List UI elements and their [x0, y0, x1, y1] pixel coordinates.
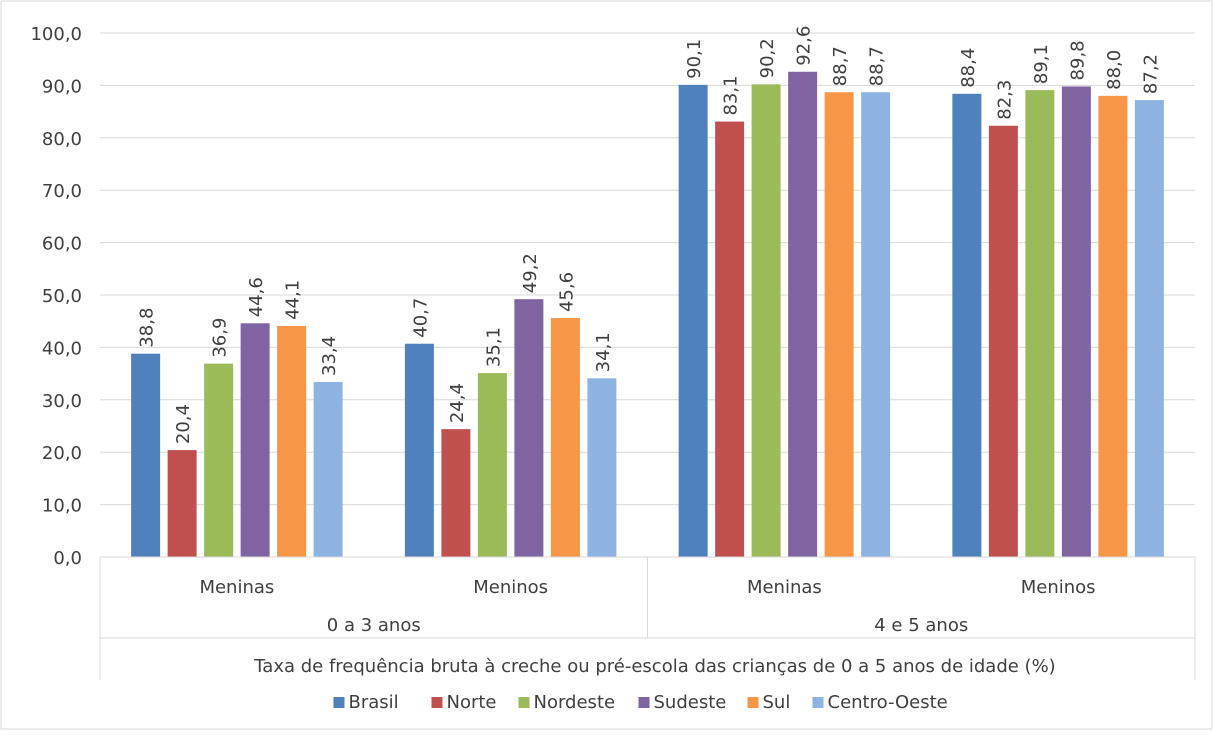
legend-swatch [518, 697, 530, 708]
bar [514, 299, 544, 557]
bar [678, 84, 708, 557]
y-tick-label: 20,0 [42, 443, 82, 464]
bar [441, 429, 471, 557]
legend-swatch [431, 697, 443, 708]
bar [715, 121, 745, 557]
y-tick-label: 30,0 [42, 391, 82, 412]
legend-label: Brasil [349, 692, 399, 713]
bar [952, 93, 982, 557]
bar [404, 343, 434, 557]
data-label: 89,1 [1031, 44, 1052, 84]
y-tick-label: 60,0 [42, 234, 82, 255]
x-tick-label: Meninas [747, 577, 822, 598]
legend-label: Norte [447, 692, 497, 713]
data-label: 34,1 [593, 332, 614, 372]
legend-swatch [333, 697, 345, 708]
legend-swatch [638, 697, 650, 708]
data-label: 90,1 [684, 39, 705, 79]
y-tick-label: 100,0 [30, 24, 82, 45]
legend: Brasil Norte Nordeste Sudeste Sul Centro-Oest… [333, 692, 948, 713]
legend-label: Nordeste [534, 692, 616, 713]
data-label: 88,7 [830, 46, 851, 86]
legend-label: Centro-Oeste [828, 692, 948, 713]
bar [861, 92, 891, 557]
y-tick-label: 90,0 [42, 76, 82, 97]
data-label: 24,4 [447, 383, 468, 423]
data-label: 82,3 [994, 80, 1015, 120]
y-tick-label: 50,0 [42, 286, 82, 307]
bar [477, 373, 507, 557]
y-tick-label: 40,0 [42, 338, 82, 359]
data-label: 88,7 [867, 46, 888, 86]
bar [167, 450, 197, 557]
data-label: 33,4 [319, 336, 340, 376]
data-label: 92,6 [794, 26, 815, 66]
bar [313, 381, 343, 557]
bar [587, 378, 617, 557]
data-label: 88,4 [958, 48, 979, 88]
x-tick-label: Meninos [473, 577, 548, 598]
bar [550, 318, 580, 557]
bar [988, 125, 1018, 558]
x-tick-label: Meninas [199, 577, 274, 598]
data-label: 49,2 [520, 253, 541, 293]
legend-swatch [747, 697, 759, 708]
x-group-label: 4 e 5 anos [874, 615, 968, 636]
legend-label: Sul [763, 692, 791, 713]
data-label: 40,7 [410, 298, 431, 338]
y-tick-label: 10,0 [42, 496, 82, 517]
bar [240, 323, 270, 557]
bar [277, 325, 307, 557]
x-axis: Meninas Meninos Meninas Meninos 0 a 3 anos 4 … [99, 556, 1196, 680]
legend-label: Sudeste [654, 692, 727, 713]
bar [751, 84, 781, 558]
x-tick-label: Meninos [1021, 577, 1096, 598]
bar [788, 71, 818, 557]
data-label: 87,2 [1140, 54, 1161, 94]
data-labels: 38,8 40,7 90,1 88,4 20,4 24,4 83,1 82,3 36,9 35,1… [137, 26, 1162, 444]
data-label: 20,4 [173, 404, 194, 444]
data-label: 36,9 [210, 318, 231, 358]
y-tick-label: 0,0 [53, 548, 82, 569]
y-axis: 0,0 10,0 20,0 30,0 40,0 50,0 60,0 70,0 80,0 90,0 1… [30, 24, 82, 569]
data-label: 83,1 [721, 75, 742, 115]
legend-swatch [812, 697, 824, 708]
bars [131, 71, 1164, 558]
data-label: 90,2 [757, 38, 778, 78]
bar [1025, 90, 1055, 557]
y-tick-label: 80,0 [42, 129, 82, 150]
bar [204, 363, 234, 557]
data-label: 38,8 [137, 308, 158, 348]
y-tick-label: 70,0 [42, 181, 82, 202]
data-label: 45,6 [556, 272, 577, 312]
data-label: 35,1 [483, 327, 504, 367]
bar [824, 92, 854, 557]
data-label: 89,8 [1067, 40, 1088, 80]
bar [1061, 86, 1091, 557]
x-group-label: 0 a 3 anos [327, 615, 421, 636]
bar [1098, 95, 1128, 557]
x-axis-title: Taxa de frequência bruta à creche ou pré… [253, 656, 1055, 677]
bar [131, 353, 161, 557]
data-label: 44,6 [246, 277, 267, 317]
bar [1134, 100, 1164, 558]
data-label: 88,0 [1104, 50, 1125, 90]
data-label: 44,1 [283, 280, 304, 320]
